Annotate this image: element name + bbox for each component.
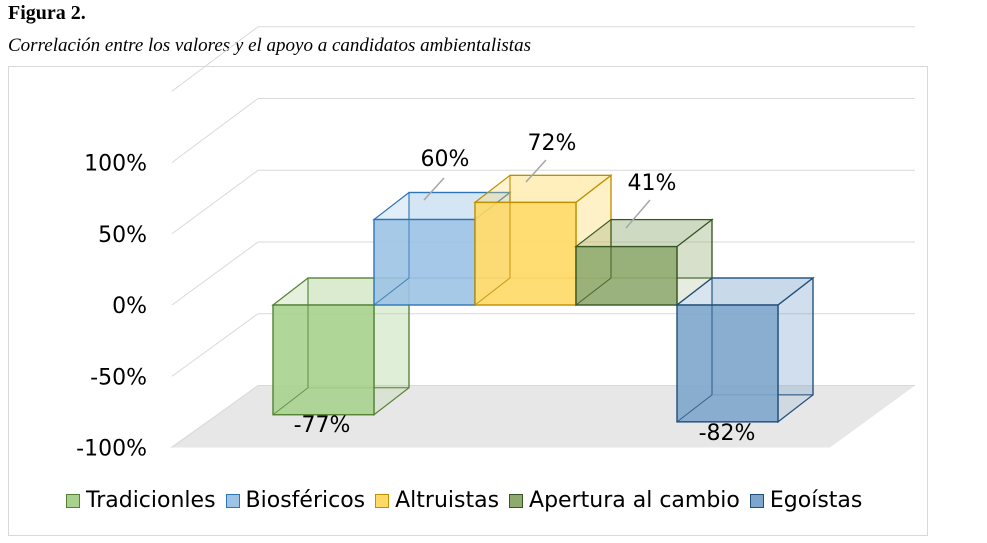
gridline-side: [171, 98, 259, 163]
legend-swatch: [225, 493, 240, 508]
data-label-4: 41%: [628, 171, 677, 196]
legend-swatch: [749, 493, 764, 508]
data-label-leader: [525, 159, 547, 183]
data-label-3: 72%: [528, 131, 577, 156]
y-tick-label: 100%: [84, 152, 147, 177]
legend-label: Tradicionles: [86, 488, 216, 513]
gridline-side: [171, 169, 259, 235]
data-label-leader: [625, 199, 651, 229]
legend-item: Biosféricos: [225, 488, 366, 513]
legend-swatch: [375, 493, 390, 508]
bar-edge: [575, 277, 612, 306]
legend-label: Egoístas: [769, 488, 863, 513]
gridline-side: [171, 26, 259, 92]
legend-label: Biosféricos: [245, 488, 366, 513]
chart-frame: [8, 66, 928, 536]
bar-4: [575, 245, 678, 306]
legend-item: Apertura al cambio: [509, 488, 740, 513]
bar-edge: [373, 277, 410, 306]
figure-caption: Correlación entre los valores y el apoyo…: [8, 35, 531, 56]
gridline-side: [171, 241, 259, 306]
legend-item: Tradicionles: [66, 488, 216, 513]
bar-2: [373, 218, 476, 306]
legend-item: Egoístas: [749, 488, 863, 513]
bar-edge: [676, 394, 713, 423]
data-label-5: -82%: [699, 421, 756, 446]
gridline-side: [171, 385, 259, 448]
bar-edge: [474, 277, 511, 306]
legend-item: Altruistas: [375, 488, 499, 513]
bar-edge: [272, 387, 309, 416]
data-label-2: 60%: [421, 147, 470, 172]
y-tick-label: -50%: [90, 365, 147, 390]
data-label-leader: [423, 177, 445, 201]
chart-legend: Tradicionles Biosféricos Altruistas Apertur…: [66, 488, 872, 513]
gridline-side: [171, 313, 259, 377]
legend-swatch: [509, 493, 524, 508]
data-label-1: -77%: [294, 413, 351, 438]
bar-5: [676, 304, 779, 423]
bar-3: [474, 201, 577, 306]
bar-1: [272, 304, 375, 416]
legend-label: Apertura al cambio: [529, 488, 740, 513]
y-tick-label: 50%: [98, 223, 147, 248]
legend-swatch: [66, 493, 80, 508]
y-tick-label: -100%: [76, 437, 147, 462]
y-tick-label: 0%: [112, 294, 147, 319]
legend-label: Altruistas: [395, 488, 500, 513]
figure-label: Figura 2.: [8, 2, 86, 24]
